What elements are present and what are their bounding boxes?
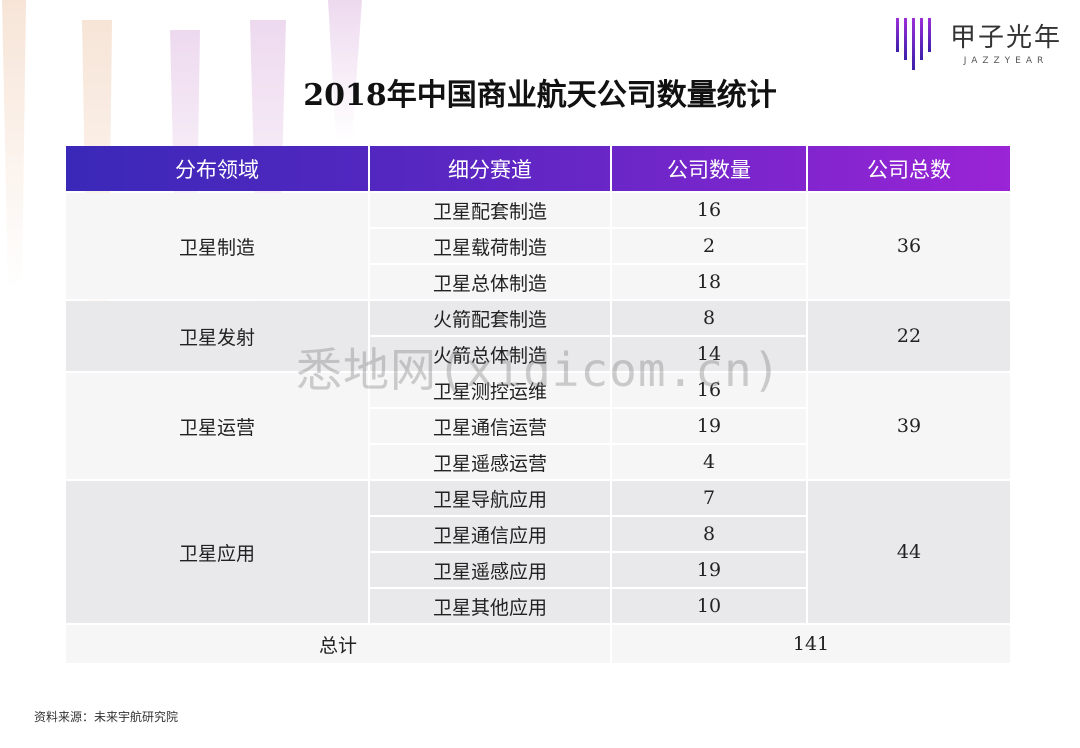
table-row: 卫星应用 卫星导航应用 7 44: [66, 481, 1010, 623]
count-cell: 4: [612, 445, 806, 479]
count-cell: 2: [612, 229, 806, 263]
brand-logo: 甲子光年 JAZZYEAR: [894, 12, 1062, 70]
domain-cell: 卫星发射: [66, 301, 368, 371]
track-cell: 卫星总体制造: [370, 265, 610, 299]
table-row: 卫星发射 火箭配套制造 8 22: [66, 301, 1010, 371]
page-title: 2018年中国商业航天公司数量统计: [303, 78, 777, 113]
table-row: 火箭总体制造 14: [66, 337, 1010, 371]
domain-total-cell: 39: [808, 373, 1010, 479]
source-note: 资料来源：未来宇航研究院: [34, 710, 179, 724]
table-row: 卫星其他应用 10: [66, 589, 1010, 623]
statistics-table: 分布领域 细分赛道 公司数量 公司总数 卫星制造 卫星配套制造 16 36 卫星载荷制造 2 卫星…: [64, 144, 1012, 665]
brand-mark-icon: [895, 18, 931, 70]
grand-total-row: 总计 141: [66, 625, 1010, 663]
count-cell: 19: [612, 409, 806, 443]
track-cell: 卫星通信运营: [370, 409, 610, 443]
column-header: 细分赛道: [370, 146, 610, 191]
track-cell: 卫星遥感应用: [370, 553, 610, 587]
logo-english-text: JAZZYEAR: [963, 55, 1049, 66]
table-row: 卫星总体制造 18: [66, 265, 1010, 299]
table-row: 卫星通信应用 8: [66, 517, 1010, 551]
statistics-table-container: 分布领域 细分赛道 公司数量 公司总数 卫星制造 卫星配套制造 16 36 卫星载荷制造 2 卫星…: [66, 144, 1010, 665]
table-row: 卫星遥感应用 19: [66, 553, 1010, 587]
table-row: 卫星遥感运营 4: [66, 445, 1010, 479]
track-cell: 卫星配套制造: [370, 193, 610, 227]
track-cell: 卫星遥感运营: [370, 445, 610, 479]
table-row: 卫星运营 卫星测控运维 16 39: [66, 373, 1010, 479]
count-cell: 16: [612, 373, 806, 407]
table-row: 卫星载荷制造 2: [66, 229, 1010, 263]
domain-total-cell: 44: [808, 481, 1010, 623]
count-cell: 14: [612, 337, 806, 371]
count-cell: 16: [612, 193, 806, 227]
track-cell: 火箭配套制造: [370, 301, 610, 335]
grand-total-value: 141: [612, 625, 1010, 663]
domain-total-cell: 22: [808, 301, 1010, 371]
table-row: 卫星制造 卫星配套制造 16 36: [66, 193, 1010, 299]
track-cell: 卫星测控运维: [370, 373, 610, 407]
track-cell: 卫星载荷制造: [370, 229, 610, 263]
table-row: 卫星通信运营 19: [66, 409, 1010, 443]
track-cell: 卫星其他应用: [370, 589, 610, 623]
table-header-row: 分布领域 细分赛道 公司数量 公司总数: [66, 146, 1010, 191]
count-cell: 19: [612, 553, 806, 587]
count-cell: 7: [612, 481, 806, 515]
column-header: 公司数量: [612, 146, 806, 191]
column-header: 公司总数: [808, 146, 1010, 191]
count-cell: 8: [612, 301, 806, 335]
domain-cell: 卫星应用: [66, 481, 368, 623]
domain-cell: 卫星制造: [66, 193, 368, 299]
track-cell: 火箭总体制造: [370, 337, 610, 371]
column-header: 分布领域: [66, 146, 368, 191]
domain-total-cell: 36: [808, 193, 1010, 299]
track-cell: 卫星导航应用: [370, 481, 610, 515]
count-cell: 10: [612, 589, 806, 623]
count-cell: 8: [612, 517, 806, 551]
grand-total-label: 总计: [66, 625, 610, 663]
count-cell: 18: [612, 265, 806, 299]
track-cell: 卫星通信应用: [370, 517, 610, 551]
logo-chinese-text: 甲子光年: [949, 22, 1062, 53]
domain-cell: 卫星运营: [66, 373, 368, 479]
